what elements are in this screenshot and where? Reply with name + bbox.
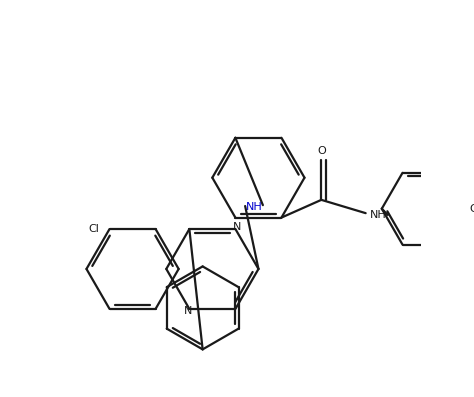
Text: NH: NH bbox=[246, 202, 263, 212]
Text: Cl: Cl bbox=[88, 224, 99, 234]
Text: NH: NH bbox=[370, 210, 387, 220]
Text: Cl: Cl bbox=[469, 204, 474, 214]
Text: O: O bbox=[317, 146, 326, 156]
Text: N: N bbox=[184, 306, 192, 316]
Text: N: N bbox=[233, 222, 241, 232]
